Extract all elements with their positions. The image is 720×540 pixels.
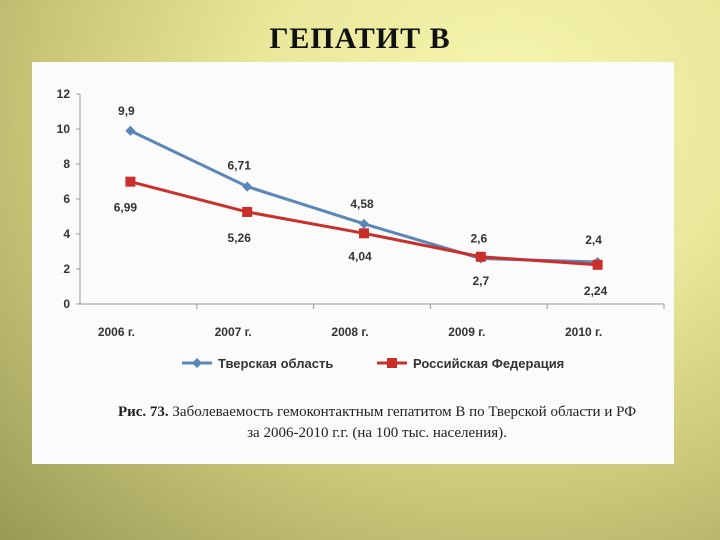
y-tick-label: 10 [57,122,71,136]
legend-label: Тверская область [218,356,333,371]
series-2-point [242,206,253,217]
series-2-point [125,176,136,187]
line-chart: 0 2 4 6 8 10 12 2006 г. 2007 г. 2008 г. 2009 г. 201… [57,87,665,371]
chart-axes: 0 2 4 6 8 10 12 2006 г. 2007 г. 2008 г. 2009 г. 201… [57,87,665,339]
y-tick-label: 8 [63,157,70,171]
caption-line-1: Заболеваемость гемоконтактным гепатитом … [172,404,637,420]
data-label: 2,7 [472,274,489,288]
series-2-point [592,259,603,270]
legend: Тверская область Российская Федерация [182,356,564,371]
series-1-point [125,125,136,136]
data-label: 4,04 [348,249,372,263]
chart-panel: 0 2 4 6 8 10 12 2006 г. 2007 г. 2008 г. 2009 г. 201… [32,62,674,464]
data-label: 2,4 [585,233,602,247]
x-tick-label: 2009 г. [448,325,485,339]
data-label: 6,71 [228,159,252,173]
series-2-point [359,228,369,239]
data-label: 2,24 [584,284,608,298]
x-tick-label: 2010 г. [565,325,602,339]
y-tick-label: 4 [63,227,70,241]
legend-label: Российская Федерация [413,356,564,371]
caption-line-2: за 2006-2010 г.г. (на 100 тыс. населения… [247,425,507,441]
data-label: 2,6 [470,232,487,246]
series-1-point [359,218,369,229]
data-labels: 9,9 6,71 4,58 2,6 2,4 6,99 5,26 4,04 2,7 2,24 [114,104,608,298]
series-1-point [242,181,253,192]
legend-swatch-marker [192,358,202,368]
caption-figure-number: Рис. 73. [117,404,169,420]
x-tick-label: 2006 г. [98,325,135,339]
series-markers [125,125,603,270]
data-label: 4,58 [350,197,374,211]
y-tick-label: 0 [63,297,70,311]
data-label: 5,26 [228,231,252,245]
data-label: 6,99 [114,201,138,215]
x-tick-label: 2007 г. [215,325,252,339]
y-tick-label: 12 [57,87,71,101]
slide-title: ГЕПАТИТ В [269,22,451,55]
y-tick-label: 6 [63,192,70,206]
y-tick-label: 2 [63,262,70,276]
figure-caption: Рис. 73. Заболеваемость гемоконтактным г… [92,402,662,444]
data-label: 9,9 [118,104,135,118]
series-2-point [475,251,486,262]
legend-swatch-marker [387,358,397,368]
x-tick-label: 2008 г. [331,325,368,339]
